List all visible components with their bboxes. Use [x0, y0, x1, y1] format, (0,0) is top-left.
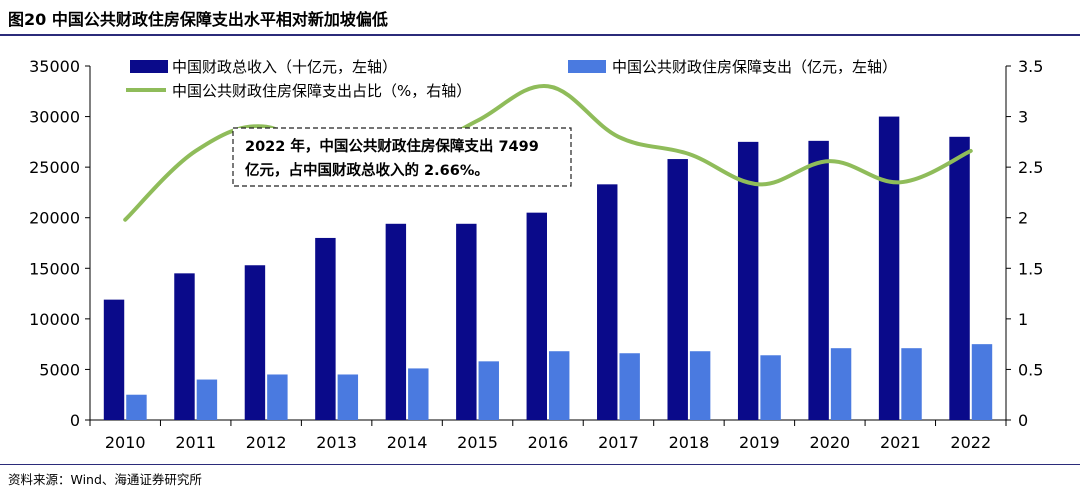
- y-right-tick-label: 3.5: [1018, 57, 1043, 76]
- bars: [103, 116, 993, 421]
- bar-revenue: [526, 212, 547, 420]
- bar-housing: [337, 374, 359, 420]
- bar-housing: [830, 348, 852, 420]
- x-tick-label: 2017: [598, 433, 639, 452]
- x-tick-label: 2015: [457, 433, 498, 452]
- axes: [85, 65, 1011, 426]
- source-note: 资料来源：Wind、海通证券研究所: [8, 472, 202, 487]
- x-tick-label: 2014: [387, 433, 428, 452]
- bar-housing: [196, 379, 218, 420]
- annotation-line-2: 亿元，占中国财政总收入的 2.66%。: [245, 161, 489, 179]
- y-left-tick-label: 25000: [29, 158, 80, 177]
- bar-housing: [901, 348, 922, 420]
- line-housing-ratio: [123, 84, 973, 222]
- bar-housing: [549, 351, 570, 420]
- bar-revenue: [667, 159, 688, 420]
- annotation-box: 2022 年，中国公共财政住房保障支出 7499 亿元，占中国财政总收入的 2.…: [232, 127, 572, 187]
- bar-housing: [267, 374, 288, 420]
- bar-revenue: [103, 299, 125, 420]
- x-tick-label: 2012: [246, 433, 287, 452]
- bar-revenue: [808, 140, 829, 421]
- x-tick-label: 2010: [105, 433, 146, 452]
- legend-label-ratio: 中国公共财政住房保障支出占比（%，右轴）: [172, 82, 471, 100]
- x-tick-label: 2021: [880, 433, 921, 452]
- y-left-tick-label: 0: [70, 411, 80, 430]
- legend-label-housing: 中国公共财政住房保障支出（亿元，左轴）: [612, 58, 897, 76]
- bar-revenue: [878, 116, 900, 421]
- bar-housing: [619, 353, 640, 420]
- figure-title: 图20 中国公共财政住房保障支出水平相对新加坡偏低: [8, 10, 388, 29]
- legend-swatch-housing: [568, 60, 606, 73]
- y-right-tick-label: 1: [1018, 310, 1028, 329]
- y-left-tick-label: 30000: [29, 108, 80, 127]
- y-right-tick-label: 3: [1018, 108, 1028, 127]
- footer-rule: [0, 464, 1080, 465]
- y-right-tick-label: 2: [1018, 209, 1028, 228]
- y-right-tick-label: 0.5: [1018, 360, 1043, 379]
- tick-labels: 0 5000 10000 15000 20000 25000 30000 35000 0 0.5 1…: [29, 57, 1043, 452]
- ratio-line: [123, 84, 973, 222]
- y-left-tick-label: 15000: [29, 259, 80, 278]
- y-left-tick-label: 10000: [29, 310, 80, 329]
- bar-housing: [478, 361, 499, 420]
- x-tick-label: 2020: [809, 433, 850, 452]
- legend-label-revenue: 中国财政总收入（十亿元，左轴）: [172, 58, 397, 76]
- bar-housing: [126, 394, 147, 420]
- bar-revenue: [456, 223, 477, 420]
- bar-revenue: [597, 184, 618, 420]
- bar-housing: [971, 344, 993, 420]
- bar-revenue: [244, 265, 266, 420]
- x-tick-label: 2019: [739, 433, 780, 452]
- bar-revenue: [737, 141, 759, 420]
- bar-revenue: [949, 136, 970, 421]
- title-rule: [0, 34, 1080, 36]
- bar-revenue: [315, 237, 336, 420]
- x-tick-label: 2022: [950, 433, 991, 452]
- annotation-line-1: 2022 年，中国公共财政住房保障支出 7499: [245, 137, 539, 155]
- y-right-tick-label: 0: [1018, 411, 1028, 430]
- bar-revenue: [385, 223, 407, 420]
- y-right-tick-label: 1.5: [1018, 259, 1043, 278]
- bar-housing: [408, 368, 429, 420]
- legend-swatch-revenue: [130, 60, 168, 73]
- x-tick-label: 2013: [316, 433, 357, 452]
- y-left-tick-label: 20000: [29, 209, 80, 228]
- bar-revenue: [174, 273, 195, 420]
- x-tick-label: 2018: [669, 433, 710, 452]
- x-tick-label: 2011: [175, 433, 216, 452]
- bar-housing: [689, 351, 711, 420]
- x-tick-label: 2016: [528, 433, 569, 452]
- legend: 中国财政总收入（十亿元，左轴） 中国公共财政住房保障支出（亿元，左轴） 中国公共…: [126, 58, 897, 100]
- y-right-tick-label: 2.5: [1018, 158, 1043, 177]
- y-left-tick-label: 35000: [29, 57, 80, 76]
- y-left-tick-label: 5000: [39, 360, 80, 379]
- bar-housing: [760, 355, 781, 420]
